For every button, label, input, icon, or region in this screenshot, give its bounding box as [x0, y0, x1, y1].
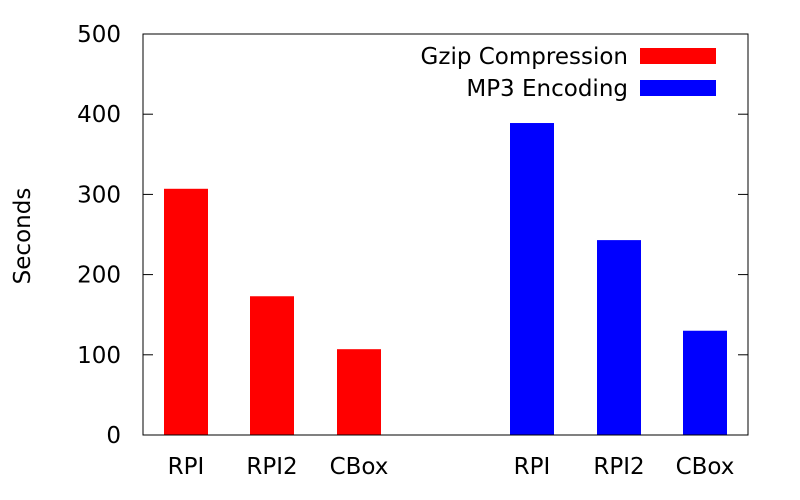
y-tick-label: 500 — [77, 22, 121, 48]
y-axis-title: Seconds — [10, 188, 36, 285]
bar-gzip-compression-cbox — [337, 349, 381, 435]
legend-label: MP3 Encoding — [466, 76, 628, 102]
bars-layer — [164, 123, 727, 435]
plot-frame — [142, 33, 749, 436]
x-category-label: CBox — [330, 454, 389, 480]
legend-swatch — [640, 80, 716, 96]
y-tick-label: 300 — [77, 182, 121, 208]
bar-mp3-encoding-cbox — [683, 330, 727, 435]
x-category-label: RPI2 — [246, 454, 297, 480]
y-axis-ticks: 0 100 200 300 400 500 — [77, 22, 748, 449]
y-tick-label: 200 — [77, 263, 121, 289]
y-tick-label: 100 — [77, 343, 121, 369]
legend-swatch — [640, 48, 716, 64]
bar-mp3-encoding-rpi — [510, 123, 554, 435]
y-tick-label: 0 — [106, 423, 121, 449]
bar-gzip-compression-rpi — [164, 188, 208, 435]
x-axis-category-labels: RPI RPI2 CBox RPI RPI2 CBox — [168, 454, 735, 480]
x-category-label: RPI2 — [593, 454, 644, 480]
x-category-label: RPI — [514, 454, 551, 480]
legend-label: Gzip Compression — [421, 44, 628, 70]
y-tick-label: 400 — [77, 102, 121, 128]
bar-gzip-compression-rpi2 — [250, 296, 294, 435]
bar-mp3-encoding-rpi2 — [597, 240, 641, 435]
x-category-label: RPI — [168, 454, 205, 480]
legend: Gzip Compression MP3 Encoding — [421, 44, 716, 102]
x-category-label: CBox — [676, 454, 735, 480]
